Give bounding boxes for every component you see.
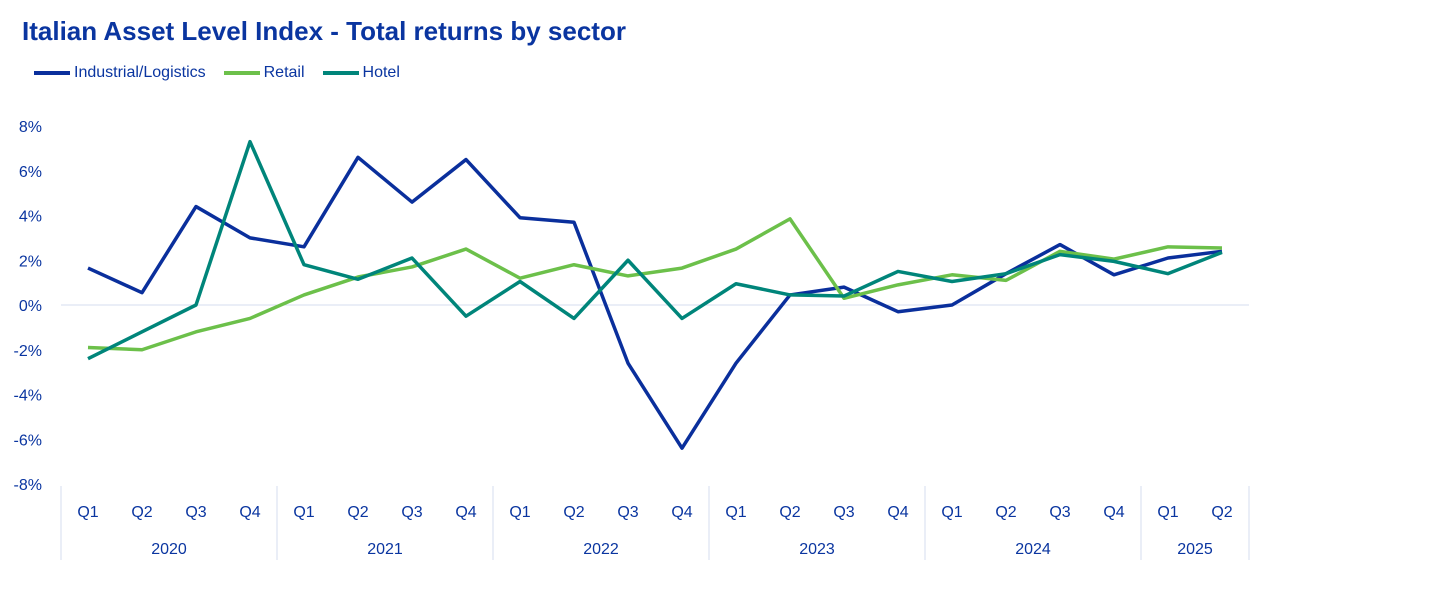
y-tick-label: -8% (14, 477, 42, 494)
year-label: 2021 (367, 541, 403, 558)
legend-item-hotel: Hotel (322, 64, 400, 82)
x-tick-label: Q2 (1211, 504, 1232, 521)
x-tick-label: Q4 (887, 504, 908, 521)
x-tick-label: Q2 (347, 504, 368, 521)
legend-swatch (223, 71, 260, 75)
y-tick-label: 8% (19, 119, 42, 136)
x-tick-label: Q1 (725, 504, 746, 521)
legend-label: Hotel (362, 64, 400, 81)
y-tick-label: 4% (19, 209, 42, 226)
legend: Industrial/Logistics Retail Hotel (34, 64, 400, 82)
x-tick-label: Q3 (833, 504, 854, 521)
year-label: 2020 (151, 541, 187, 558)
x-tick-label: Q2 (563, 504, 584, 521)
y-tick-label: 6% (19, 164, 42, 181)
legend-label: Industrial/Logistics (74, 64, 206, 81)
y-tick-label: -4% (14, 388, 42, 405)
series-line-hotel (87, 139, 1223, 361)
y-tick-label: -6% (14, 432, 42, 449)
legend-item-industrial: Industrial/Logistics (34, 64, 206, 82)
year-label: 2023 (799, 541, 835, 558)
x-tick-label: Q1 (1157, 504, 1178, 521)
y-tick-label: 2% (19, 253, 42, 270)
x-tick-label: Q4 (239, 504, 260, 521)
y-tick-label: 0% (19, 298, 42, 315)
x-tick-label: Q3 (617, 504, 638, 521)
legend-swatch (322, 71, 359, 75)
x-tick-label: Q2 (995, 504, 1016, 521)
year-label: 2024 (1015, 541, 1051, 558)
x-tick-label: Q4 (455, 504, 476, 521)
legend-item-retail: Retail (223, 64, 305, 82)
chart-title: Italian Asset Level Index - Total return… (22, 16, 626, 46)
x-tick-label: Q3 (1049, 504, 1070, 521)
legend-swatch (34, 71, 70, 75)
x-tick-label: Q4 (1103, 504, 1124, 521)
year-label: 2022 (583, 541, 619, 558)
y-tick-label: -2% (14, 343, 42, 360)
x-tick-label: Q1 (509, 504, 530, 521)
series-line-industrial-logistics (87, 155, 1223, 450)
x-tick-label: Q3 (185, 504, 206, 521)
x-tick-label: Q3 (401, 504, 422, 521)
x-tick-label: Q4 (671, 504, 692, 521)
year-label: 2025 (1177, 541, 1213, 558)
x-tick-label: Q1 (77, 504, 98, 521)
legend-label: Retail (263, 64, 305, 81)
x-tick-label: Q2 (779, 504, 800, 521)
x-tick-label: Q1 (293, 504, 314, 521)
x-tick-label: Q1 (941, 504, 962, 521)
x-tick-label: Q2 (131, 504, 152, 521)
